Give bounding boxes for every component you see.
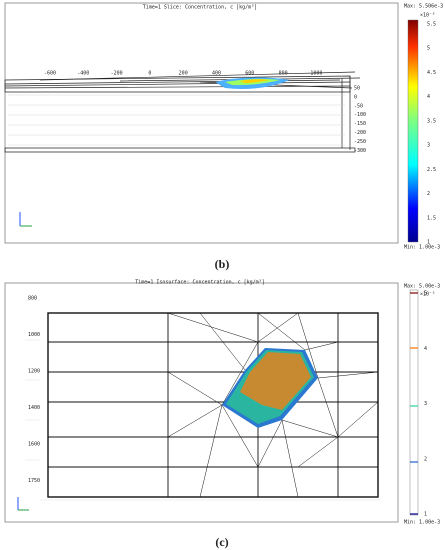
colorbar-tick-label: 4 xyxy=(424,346,427,352)
colorbar-tick-label: 1.5 xyxy=(427,215,436,221)
min-label-c: Min: 1.00e-3 xyxy=(404,520,440,526)
z-tick-label: -200 xyxy=(354,130,366,136)
colorbar-tick-label: 3.5 xyxy=(427,118,436,124)
axes-triad-b xyxy=(19,212,32,227)
colorbar-tick-label: 5 xyxy=(427,46,430,52)
x-tick-label: -600 xyxy=(44,71,56,77)
axes-triad-c xyxy=(17,497,29,511)
colorbar-c-levels xyxy=(410,292,418,515)
panel-c-frame xyxy=(4,282,399,523)
panel-c-grid xyxy=(25,299,380,501)
panel-b-grid xyxy=(8,94,345,146)
caption-b: (b) xyxy=(215,257,230,271)
x-tick-label: 200 xyxy=(179,71,188,77)
colorbar-tick-label: 2 xyxy=(427,191,430,197)
caption-c: (c) xyxy=(215,535,228,549)
colorbar-tick-label: 5 xyxy=(424,291,427,297)
colorbar-tick-label: 2 xyxy=(424,456,427,462)
plume-peak xyxy=(240,79,270,83)
exponent-c: ×10⁻³ xyxy=(420,292,435,298)
z-tick-label: 0 xyxy=(354,94,357,100)
x-tick-label: -200 xyxy=(111,71,123,77)
z-tick-label: -50 xyxy=(354,103,363,109)
z-tick-label: -300 xyxy=(354,148,366,154)
colorbar-c xyxy=(409,289,419,516)
x-tick-label: -400 xyxy=(77,71,89,77)
min-label-b: Min: 1.00e-3 xyxy=(404,245,440,251)
colorbar-b xyxy=(407,19,419,243)
x-tick-label: 400 xyxy=(212,71,221,77)
exponent-b: ×10⁻³ xyxy=(420,13,435,19)
z-tick-label: 50 xyxy=(354,86,360,92)
y-tick-label: 1000 xyxy=(28,332,40,338)
x-tick-label: 800 xyxy=(279,71,288,77)
x-tick-label: 1000 xyxy=(310,71,322,77)
y-tick-label: 1750 xyxy=(28,478,40,484)
panel-c-title: Time=1 Isosurface: Concentration, c [kg/… xyxy=(135,280,264,286)
z-tick-label: -100 xyxy=(354,112,366,118)
panel-c-mesh xyxy=(47,312,379,498)
x-tick-label: 600 xyxy=(245,71,254,77)
x-tick-label: 0 xyxy=(148,71,151,77)
y-tick-label: 1200 xyxy=(28,369,40,375)
panel-b-ticks: -600 -400 -200 0 200 400 600 800 1000 50 0 -50 -100 -… xyxy=(44,22,436,246)
z-tick-label: -250 xyxy=(354,139,366,145)
colorbar-tick-label: 2.5 xyxy=(427,167,436,173)
colorbar-tick-label: 4.5 xyxy=(427,70,436,76)
colorbar-tick-label: 5.5 xyxy=(427,22,436,28)
colorbar-tick-label: 3 xyxy=(424,401,427,407)
panel-b-frame xyxy=(4,2,399,244)
max-label-c: Max: 5.00e-3 xyxy=(404,284,440,290)
colorbar-tick-label: 1 xyxy=(424,512,427,518)
colorbar-tick-label: 3 xyxy=(427,143,430,149)
isosurface-inner xyxy=(240,352,311,410)
panel-c-ticks: 5 4 3 2 1 800 1000 1200 1400 1600 1750 xyxy=(28,291,427,518)
panel-b-title: Time=1 Slice: Concentration, c [kg/m³] xyxy=(143,5,257,11)
colorbar-tick-label: 1 xyxy=(427,240,430,246)
z-tick-label: -150 xyxy=(354,121,366,127)
max-label-b: Max: 5.506e-3 xyxy=(404,4,443,10)
colorbar-tick-label: 4 xyxy=(427,94,430,100)
y-tick-label: 1400 xyxy=(28,405,40,411)
y-tick-label: 1600 xyxy=(28,442,40,448)
y-tick-label: 800 xyxy=(28,296,37,302)
